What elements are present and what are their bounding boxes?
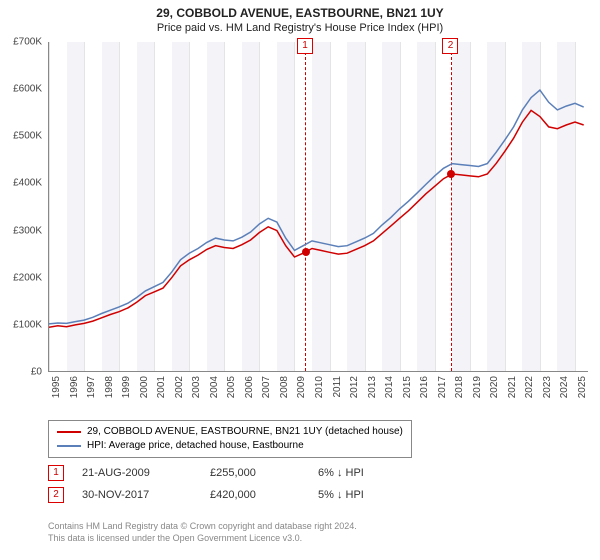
sale-events: 1 21-AUG-2009 £255,000 6% ↓ HPI 2 30-NOV… — [48, 462, 588, 506]
x-axis-label: 2021 — [507, 376, 518, 398]
x-axis-label: 2023 — [542, 376, 553, 398]
x-axis-label: 2022 — [524, 376, 535, 398]
x-axis-label: 2006 — [244, 376, 255, 398]
plot-region: 12 — [48, 42, 588, 372]
x-axis-label: 2024 — [559, 376, 570, 398]
event-diff: 5% ↓ HPI — [318, 489, 408, 501]
y-axis-label: £500K — [13, 131, 42, 142]
legend-box: 29, COBBOLD AVENUE, EASTBOURNE, BN21 1UY… — [48, 420, 412, 458]
legend-swatch-hpi — [57, 445, 81, 447]
x-axis-label: 2012 — [349, 376, 360, 398]
x-axis-label: 2011 — [332, 376, 343, 398]
sale-marker-1: 1 — [297, 38, 313, 54]
sale-marker-2: 2 — [442, 38, 458, 54]
sale-dot — [447, 170, 455, 178]
footer-line: Contains HM Land Registry data © Crown c… — [48, 520, 357, 532]
x-axis-label: 2009 — [296, 376, 307, 398]
event-date: 30-NOV-2017 — [82, 489, 192, 501]
x-axis-label: 2025 — [577, 376, 588, 398]
x-axis-label: 2005 — [226, 376, 237, 398]
x-axis-label: 2003 — [191, 376, 202, 398]
chart-container: 29, COBBOLD AVENUE, EASTBOURNE, BN21 1UY… — [0, 0, 600, 560]
x-axis-label: 2014 — [384, 376, 395, 398]
event-date: 21-AUG-2009 — [82, 467, 192, 479]
y-axis-label: £300K — [13, 225, 42, 236]
x-axis-label: 1996 — [69, 376, 80, 398]
legend-label-hpi: HPI: Average price, detached house, East… — [87, 439, 304, 453]
chart-subtitle: Price paid vs. HM Land Registry's House … — [0, 20, 600, 34]
x-axis-label: 2020 — [489, 376, 500, 398]
x-axis-label: 2010 — [314, 376, 325, 398]
footer-line: This data is licensed under the Open Gov… — [48, 532, 357, 544]
y-axis-label: £400K — [13, 178, 42, 189]
event-price: £255,000 — [210, 467, 300, 479]
y-axis-label: £200K — [13, 272, 42, 283]
x-axis-label: 1999 — [121, 376, 132, 398]
event-marker-1: 1 — [48, 465, 64, 481]
line-chart-svg — [49, 42, 589, 372]
series-line — [49, 90, 584, 324]
x-axis-label: 1997 — [86, 376, 97, 398]
x-axis-label: 2001 — [156, 376, 167, 398]
x-axis-label: 1995 — [51, 376, 62, 398]
sale-dot — [302, 248, 310, 256]
chart-area: 12 £0£100K£200K£300K£400K£500K£600K£700K… — [48, 42, 588, 390]
legend-item-hpi: HPI: Average price, detached house, East… — [57, 439, 403, 453]
chart-title: 29, COBBOLD AVENUE, EASTBOURNE, BN21 1UY — [0, 0, 600, 20]
footer: Contains HM Land Registry data © Crown c… — [48, 520, 357, 544]
x-axis-label: 2016 — [419, 376, 430, 398]
event-row: 1 21-AUG-2009 £255,000 6% ↓ HPI — [48, 462, 588, 484]
event-row: 2 30-NOV-2017 £420,000 5% ↓ HPI — [48, 484, 588, 506]
x-axis-label: 2002 — [174, 376, 185, 398]
y-axis-label: £100K — [13, 319, 42, 330]
x-axis-label: 2004 — [209, 376, 220, 398]
event-marker-2: 2 — [48, 487, 64, 503]
x-axis-label: 1998 — [104, 376, 115, 398]
x-axis-label: 2007 — [261, 376, 272, 398]
x-axis-label: 2008 — [279, 376, 290, 398]
x-axis-label: 2018 — [454, 376, 465, 398]
event-price: £420,000 — [210, 489, 300, 501]
event-diff: 6% ↓ HPI — [318, 467, 408, 479]
x-axis-label: 2013 — [367, 376, 378, 398]
legend-swatch-property — [57, 431, 81, 433]
y-axis-label: £0 — [31, 367, 42, 378]
x-axis-label: 2000 — [139, 376, 150, 398]
legend: 29, COBBOLD AVENUE, EASTBOURNE, BN21 1UY… — [48, 420, 588, 458]
legend-label-property: 29, COBBOLD AVENUE, EASTBOURNE, BN21 1UY… — [87, 425, 403, 439]
y-axis-label: £700K — [13, 37, 42, 48]
y-axis-label: £600K — [13, 84, 42, 95]
legend-item-property: 29, COBBOLD AVENUE, EASTBOURNE, BN21 1UY… — [57, 425, 403, 439]
x-axis-label: 2015 — [402, 376, 413, 398]
x-axis-label: 2019 — [472, 376, 483, 398]
x-axis-label: 2017 — [437, 376, 448, 398]
